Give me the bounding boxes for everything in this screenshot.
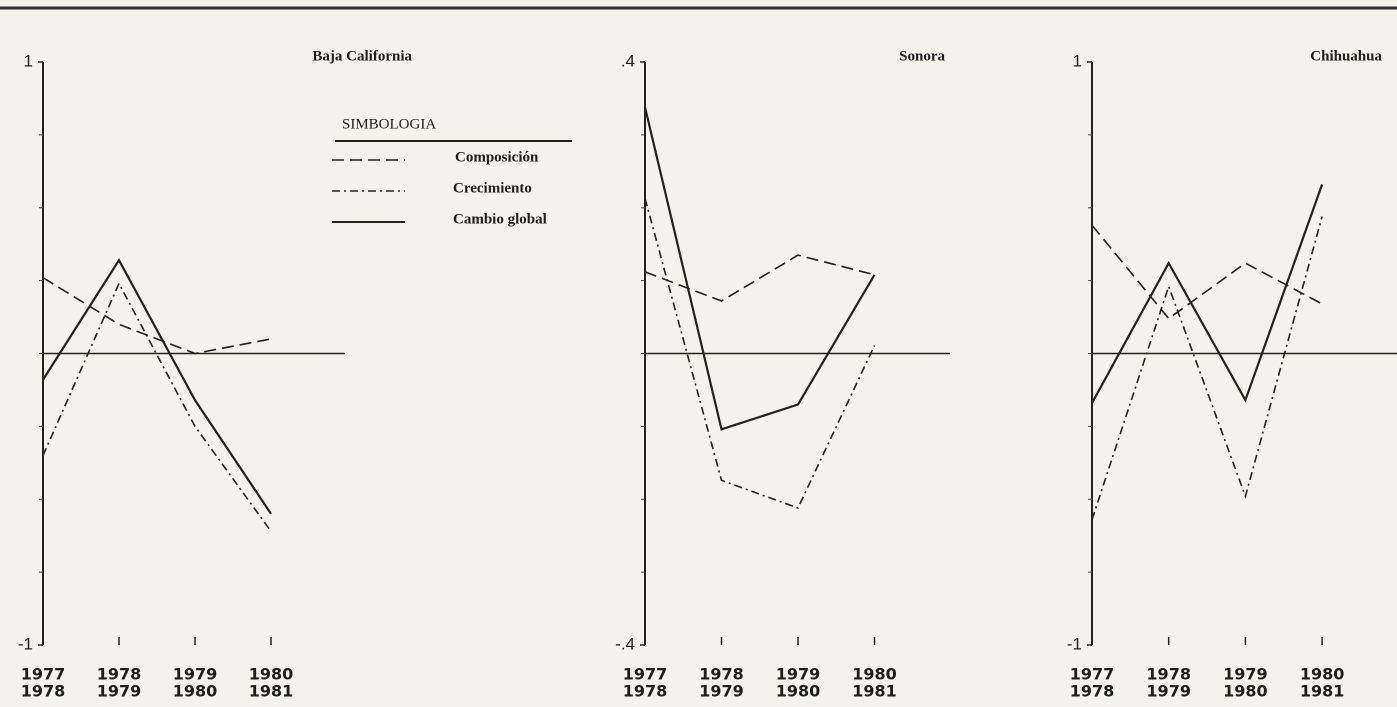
chart-title: Sonora <box>899 48 945 64</box>
series-line <box>42 277 272 355</box>
legend-label: Composición <box>455 149 539 165</box>
x-tick-label: 1981 <box>1300 682 1345 701</box>
x-tick-label: 1979 <box>1223 665 1268 684</box>
x-tick-label: 1981 <box>249 682 294 701</box>
series-line <box>1091 216 1323 520</box>
x-tick-label: 1981 <box>852 682 897 701</box>
series-line <box>644 254 875 302</box>
x-tick-label: 1978 <box>1070 682 1115 701</box>
chart-title: Chihuahua <box>1310 48 1382 64</box>
legend-label: Crecimiento <box>453 180 532 196</box>
series-line <box>1091 224 1323 320</box>
x-tick-label: 1977 <box>1070 665 1115 684</box>
y-tick-label: .4 <box>621 51 635 70</box>
series-line <box>42 258 272 515</box>
x-tick-label: 1979 <box>1146 682 1191 701</box>
x-tick-label: 1980 <box>1300 665 1345 684</box>
x-tick-label: 1979 <box>173 665 218 684</box>
x-tick-label: 1980 <box>1223 682 1268 701</box>
series-line <box>644 198 876 509</box>
chart-title: Baja California <box>312 48 412 64</box>
x-tick-label: 1979 <box>699 682 744 701</box>
x-tick-label: 1977 <box>21 665 66 684</box>
x-tick-label: 1978 <box>97 665 142 684</box>
y-tick-label: 1 <box>1073 51 1082 70</box>
y-tick-label: -1 <box>18 634 33 653</box>
x-tick-label: 1980 <box>852 665 897 684</box>
x-tick-label: 1980 <box>249 665 294 684</box>
legend-label: Cambio global <box>453 211 547 227</box>
x-tick-label: 1978 <box>699 665 744 684</box>
y-tick-label: -.4 <box>615 634 635 653</box>
x-tick-label: 1979 <box>776 665 821 684</box>
x-tick-label: 1979 <box>97 682 142 701</box>
legend-title: SIMBOLOGIA <box>342 116 436 132</box>
x-tick-label: 1980 <box>776 682 821 701</box>
series-line <box>643 106 876 431</box>
x-tick-label: 1978 <box>1146 665 1191 684</box>
series-line <box>42 281 272 532</box>
x-tick-label: 1978 <box>21 682 66 701</box>
y-tick-label: 1 <box>24 51 33 70</box>
x-tick-label: 1980 <box>173 682 218 701</box>
series-line <box>1091 184 1324 404</box>
x-tick-label: 1977 <box>623 665 668 684</box>
y-tick-label: -1 <box>1067 634 1082 653</box>
x-tick-label: 1978 <box>623 682 668 701</box>
